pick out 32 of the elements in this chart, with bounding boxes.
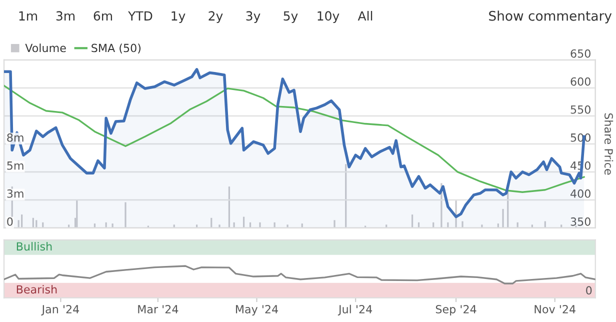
- text: 1m: [19, 11, 38, 20]
- band-label: Bullish: [16, 242, 52, 251]
- x-tick-label: Sep '24: [436, 304, 476, 316]
- text: 2y: [208, 11, 223, 24]
- y-tick-label: 3m: [7, 189, 24, 198]
- y2-tick-label: 550: [570, 105, 590, 114]
- y2-tick-label: 350: [570, 217, 590, 226]
- x-tick-label: Nov '24: [534, 304, 576, 314]
- text: All: [358, 10, 372, 20]
- y2-tick-label: 600: [570, 77, 590, 86]
- y2-tick-label: 650: [570, 49, 590, 58]
- text: 3y: [246, 11, 260, 24]
- text: 6m: [94, 11, 112, 21]
- y-tick-label: 8m: [7, 133, 24, 142]
- text: 10y: [318, 11, 340, 24]
- legend-label: SMA (50): [92, 44, 141, 54]
- y-tick-label: 5m: [7, 162, 24, 170]
- text: 5y: [284, 11, 298, 24]
- x-tick-label: Jul '24: [338, 304, 372, 316]
- x-tick-label: May '24: [236, 304, 278, 316]
- text: 1y: [172, 11, 186, 24]
- y2-tick-label: 400: [570, 189, 590, 198]
- x-tick-label: Jan '24: [41, 304, 80, 316]
- text: Show commentary: [489, 10, 612, 24]
- band-label: Bearish: [16, 284, 57, 294]
- x-tick-label: Mar '24: [138, 304, 178, 314]
- text: 3m: [56, 11, 75, 21]
- y2-axis-title: Share Price: [604, 113, 614, 175]
- text: YTD: [128, 11, 152, 20]
- legend-label: Volume: [25, 44, 66, 52]
- annotation: 0: [586, 286, 592, 295]
- y-tick-label: 0: [7, 217, 13, 226]
